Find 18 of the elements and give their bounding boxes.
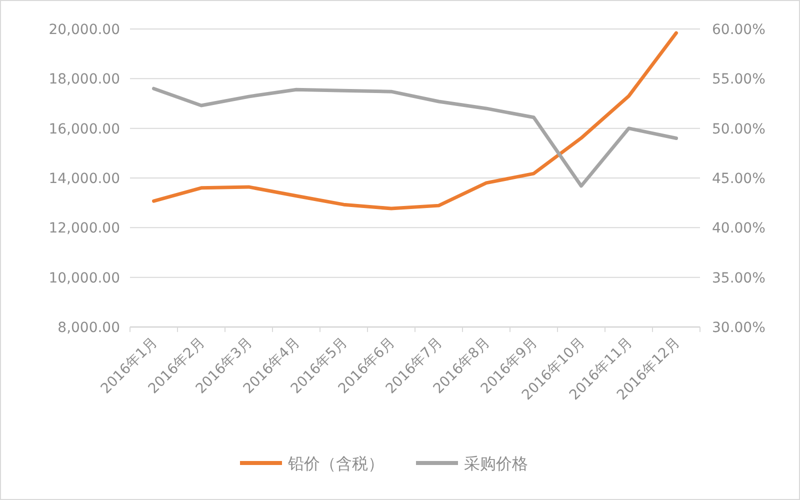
y-tick-label: 10,000.00 <box>48 270 120 286</box>
y-tick-label: 12,000.00 <box>48 220 120 237</box>
legend-label: 铅价（含税） <box>287 454 384 473</box>
y-tick-label: 18,000.00 <box>48 72 120 88</box>
y2-tick-label: 35.00% <box>712 270 766 286</box>
line-series <box>152 31 678 210</box>
y2-tick-label: 30.00% <box>712 320 766 336</box>
y-tick-label: 14,000.00 <box>48 171 120 187</box>
y-tick-label: 8,000.00 <box>58 320 120 336</box>
y2-tick-label: 40.00% <box>712 220 766 237</box>
y-tick-label: 20,000.00 <box>48 22 120 38</box>
y2-tick-label: 60.00% <box>712 22 766 38</box>
line-series <box>152 86 678 188</box>
y2-tick-label: 45.00% <box>712 171 766 187</box>
y-tick-label: 16,000.00 <box>48 121 120 138</box>
y2-tick-label: 50.00% <box>712 121 766 138</box>
y2-tick-label: 55.00% <box>712 72 766 88</box>
legend-label: 采购价格 <box>464 454 528 473</box>
